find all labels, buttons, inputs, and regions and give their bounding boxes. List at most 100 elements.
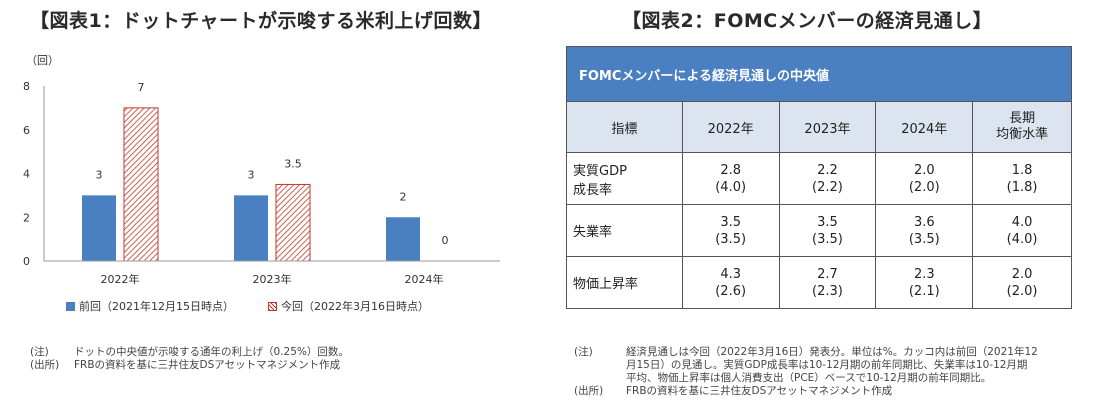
previous-value: (4.0): [1006, 231, 1038, 247]
bar-value-label: 0: [442, 234, 449, 247]
col-header-2024: 2024年: [875, 101, 974, 153]
table-cell: 3.5 (3.5): [681, 204, 780, 257]
row-header: 物価上昇率: [566, 256, 683, 309]
note-line: 平均、物価上昇率は個人消費支出（PCE）ベースで10-12月期の前年同期比。: [626, 372, 992, 384]
legend-label-current: 今回（2022年3月16日時点）: [281, 300, 429, 313]
table-cell: 3.5 (3.5): [778, 204, 877, 257]
table-cell: 2.8 (4.0): [681, 152, 780, 205]
col-header-long-run: 長期 均衡水準: [972, 101, 1072, 153]
fomc-projection-table: FOMCメンバーによる経済見通しの中央値 指標 2022年 2023年 2024…: [566, 46, 1072, 309]
current-value: 2.0: [1011, 266, 1033, 282]
note-line: 経済見通しは今回（2022年3月16日）発表分。単位は%。カッコ内は前回（202…: [626, 346, 1038, 358]
bar-value-label: 3: [96, 168, 103, 181]
table-cell: 3.6 (3.5): [875, 204, 974, 257]
bars: 3 7 3 3.5 2 0: [82, 81, 449, 262]
legend-item-previous: 前回（2021年12月15日時点）: [66, 298, 234, 314]
note-label: (注): [574, 346, 593, 358]
current-value: 3.6: [913, 214, 935, 230]
chart-title: 【図表1：ドットチャートが示唆する米利上げ回数】: [30, 10, 493, 32]
table-cell: 2.0 (2.0): [875, 152, 974, 205]
note-row: (出所) FRBの資料を基に三井住友DSアセットマネジメント作成: [574, 385, 1094, 398]
current-value: 1.8: [1011, 162, 1033, 178]
bar-current: [123, 107, 159, 262]
table-cell: 2.3 (2.1): [875, 256, 974, 309]
row-header: 実質GDP 成長率: [566, 152, 683, 205]
note-row: (注) 経済見通しは今回（2022年3月16日）発表分。単位は%。カッコ内は前回（…: [574, 346, 1094, 385]
y-tick-label: 6: [23, 124, 30, 137]
row-header-line: 失業率: [573, 225, 613, 240]
note-label: (出所): [574, 385, 604, 397]
source-row: (出所) FRBの資料を基に三井住友DSアセットマネジメント作成: [30, 359, 349, 372]
col-header-2022: 2022年: [681, 101, 780, 153]
row-header-line: 実質GDP: [573, 163, 627, 179]
table-row: 失業率 3.5 (3.5) 3.5 (3.5) 3.6 (3.5) 4.0 (4.0): [566, 204, 1072, 257]
previous-value: (1.8): [1006, 179, 1038, 195]
current-value: 2.0: [913, 162, 935, 178]
previous-value: (2.0): [1006, 283, 1038, 299]
previous-value: (3.5): [812, 231, 843, 247]
legend-swatch-solid: [66, 301, 75, 311]
right-notes: (注) 経済見通しは今回（2022年3月16日）発表分。単位は%。カッコ内は前回（…: [574, 346, 1094, 398]
bar-current: [275, 183, 311, 262]
bar-value-label: 3: [248, 168, 255, 181]
table-cell: 1.8 (1.8): [972, 152, 1072, 205]
current-value: 2.3: [913, 266, 935, 282]
previous-value: (3.5): [715, 231, 747, 247]
chart-legend: 前回（2021年12月15日時点） 今回（2022年3月16日時点）: [66, 298, 429, 314]
x-category-label: 2023年: [253, 272, 292, 286]
bar-previous: [234, 195, 268, 261]
current-value: 4.0: [1011, 214, 1033, 230]
bar-value-label: 2: [400, 190, 407, 203]
row-header-line: 物価上昇率: [573, 277, 639, 292]
source-text: FRBの資料を基に三井住友DSアセットマネジメント作成: [74, 359, 341, 371]
bar-chart: （回） 0 2 4 6 8 3 7 3 3.5 2 0 2022年 2023年 2024年: [23, 54, 500, 286]
note-line: 月15日）の見通し。実質GDP成長率は10-12月期の前年同期比、失業率は10-…: [626, 359, 1028, 371]
note-text: 経済見通しは今回（2022年3月16日）発表分。単位は%。カッコ内は前回（202…: [626, 346, 1038, 385]
previous-value: (2.2): [812, 179, 843, 195]
bar-previous: [386, 217, 420, 261]
current-value: 2.8: [720, 162, 741, 178]
note-row: (注) ドットの中央値が示唆する通年の利上げ（0.25%）回数。: [30, 346, 349, 359]
current-value: 4.3: [720, 266, 741, 282]
previous-value: (2.1): [908, 283, 940, 299]
table-figure-title: 【図表2：FOMCメンバーの経済見通し】: [622, 10, 993, 32]
y-tick-label: 4: [23, 168, 30, 181]
note-label: (注): [30, 346, 49, 358]
col-header-2023: 2023年: [778, 101, 877, 153]
current-value: 3.5: [720, 214, 741, 230]
row-header: 失業率: [566, 204, 683, 257]
legend-label-previous: 前回（2021年12月15日時点）: [79, 300, 234, 313]
y-tick-label: 2: [23, 211, 30, 224]
legend-item-current: 今回（2022年3月16日時点）: [268, 298, 429, 314]
previous-value: (2.6): [715, 283, 747, 299]
table-cell: 2.0 (2.0): [972, 256, 1072, 309]
current-value: 2.7: [817, 266, 838, 282]
col-header-long-run-line2: 均衡水準: [996, 127, 1049, 142]
current-value: 2.2: [817, 162, 838, 178]
previous-value: (2.0): [908, 179, 940, 195]
y-axis-ticks: 0 2 4 6 8: [23, 80, 30, 268]
table-cell: 2.7 (2.3): [778, 256, 877, 309]
x-axis-labels: 2022年 2023年 2024年: [101, 272, 444, 286]
table-row: 実質GDP 成長率 2.8 (4.0) 2.2 (2.2) 2.0 (2.0) 1.8 (1.8): [566, 152, 1072, 205]
bar-value-label: 7: [138, 81, 145, 94]
bar-value-label: 3.5: [284, 157, 302, 170]
current-value: 3.5: [817, 214, 838, 230]
row-header-line: 成長率: [573, 182, 613, 198]
legend-swatch-hatched: [268, 301, 277, 311]
note-text: ドットの中央値が示唆する通年の利上げ（0.25%）回数。: [74, 346, 349, 358]
y-tick-label: 8: [23, 80, 30, 93]
col-header-indicator: 指標: [566, 101, 683, 153]
bar-previous: [82, 195, 116, 261]
table-header-title: FOMCメンバーによる経済見通しの中央値: [566, 46, 1072, 102]
y-axis-unit-label: （回）: [26, 54, 59, 67]
table-cell: 4.0 (4.0): [972, 204, 1072, 257]
table-body: 実質GDP 成長率 2.8 (4.0) 2.2 (2.2) 2.0 (2.0) 1.8 (1.8)…: [566, 152, 1072, 309]
left-notes: (注) ドットの中央値が示唆する通年の利上げ（0.25%）回数。 (出所) FR…: [30, 346, 349, 372]
table-row: 物価上昇率 4.3 (2.6) 2.7 (2.3) 2.3 (2.1) 2.0 (2.0): [566, 256, 1072, 309]
x-category-label: 2024年: [405, 272, 444, 286]
note-line: FRBの資料を基に三井住友DSアセットマネジメント作成: [626, 385, 893, 397]
table-cell: 2.2 (2.2): [778, 152, 877, 205]
col-header-long-run-line1: 長期: [1009, 111, 1036, 126]
x-category-label: 2022年: [101, 272, 140, 286]
